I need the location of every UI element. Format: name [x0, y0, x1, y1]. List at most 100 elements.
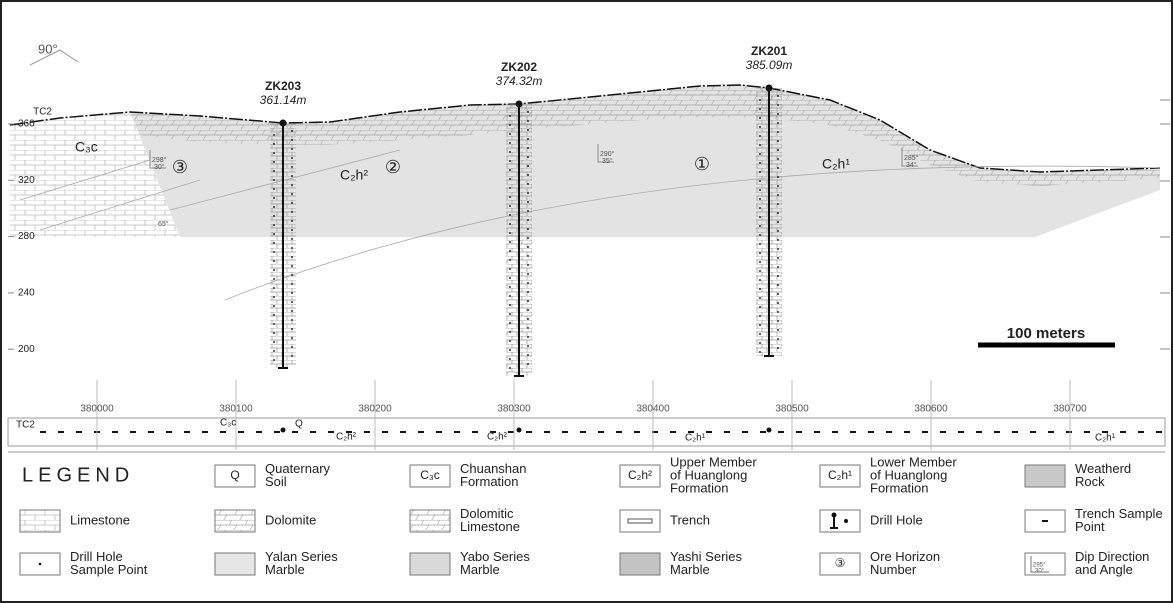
legend-title: LEGEND [22, 464, 134, 486]
sample-point [527, 192, 529, 194]
sample-point [777, 239, 779, 241]
sample-point [759, 117, 761, 119]
sample-point [777, 293, 779, 295]
sample-point [777, 167, 779, 169]
sample-point [291, 157, 293, 159]
plan-drill-hole [281, 428, 286, 433]
legend-label: Sample Point [70, 562, 148, 577]
sample-point [291, 274, 293, 276]
sample-point [759, 261, 761, 263]
sample-point [291, 229, 293, 231]
dip-angle: 30° [154, 163, 165, 171]
sample-point [509, 241, 511, 243]
sample-point [509, 124, 511, 126]
legend-symbol: ③ [835, 556, 846, 570]
sample-point [527, 210, 529, 212]
legend-label: Drill Hole [870, 512, 923, 527]
sample-point [759, 243, 761, 245]
sample-point [759, 171, 761, 173]
sample-point [509, 151, 511, 153]
sample-point [291, 247, 293, 249]
sample-point [527, 291, 529, 293]
sample-point [759, 207, 761, 209]
plan-label: C₂h² [336, 432, 357, 443]
sample-point [527, 147, 529, 149]
sample-point [509, 304, 511, 306]
legend-symbol: C₃c [420, 468, 440, 482]
formation-label: C₃c [75, 139, 98, 155]
sample-point [759, 306, 761, 308]
ore-horizon: ③ [172, 157, 188, 177]
sample-point [509, 169, 511, 171]
legend-swatch [1025, 465, 1065, 487]
sample-point [527, 237, 529, 239]
sample-point [291, 265, 293, 267]
sample-point [759, 270, 761, 272]
sample-point [509, 178, 511, 180]
sample-point [273, 152, 275, 154]
legend-swatch [215, 553, 255, 575]
sample-point [273, 170, 275, 172]
sample-point [759, 99, 761, 101]
easting-label: 380700 [1053, 404, 1087, 415]
sample-point [759, 342, 761, 344]
sample-point [509, 196, 511, 198]
sample-point [527, 201, 529, 203]
sample-point [291, 193, 293, 195]
sample-point [777, 113, 779, 115]
sample-point [759, 162, 761, 164]
cross-section: 36032028024020090°TC2ZK203361.14mZK20237… [0, 0, 1173, 603]
dip-direction: 298° [152, 156, 167, 164]
legend-label: Formation [670, 480, 729, 495]
sample-point [759, 144, 761, 146]
plan-drill-hole [767, 428, 772, 433]
sample-point [777, 149, 779, 151]
legend-symbol: Q [230, 468, 239, 482]
easting-label: 380500 [775, 404, 809, 415]
sample-point [527, 336, 529, 338]
legend-swatch [410, 553, 450, 575]
sample-point [527, 138, 529, 140]
sample-point [759, 288, 761, 290]
drill-hole-id: ZK201 [751, 44, 787, 58]
drill-hole-elevation: 374.32m [496, 74, 543, 88]
sample-point [273, 143, 275, 145]
sample-point [527, 183, 529, 185]
collar [516, 101, 523, 108]
sample-point [777, 311, 779, 313]
sample-point [273, 188, 275, 190]
sample-point [509, 358, 511, 360]
sample-point [291, 256, 293, 258]
sample-point [291, 346, 293, 348]
sample-point [273, 215, 275, 217]
legend-swatch [410, 510, 450, 532]
legend-label: Soil [265, 474, 287, 489]
sample-point [509, 115, 511, 117]
sample-point [527, 174, 529, 176]
sample-point [777, 194, 779, 196]
sample-point [509, 223, 511, 225]
sample-point [291, 310, 293, 312]
sample-point [273, 341, 275, 343]
sample-point [273, 134, 275, 136]
drill-hole-elevation: 361.14m [260, 93, 307, 107]
sample-point [527, 354, 529, 356]
sample-point [291, 337, 293, 339]
sample-point [759, 234, 761, 236]
sample-point [527, 129, 529, 131]
sample-point [777, 329, 779, 331]
sample-point [273, 350, 275, 352]
dip-direction: 290° [600, 150, 615, 158]
sample-point [527, 165, 529, 167]
sample-point [509, 367, 511, 369]
sample-point [273, 332, 275, 334]
ore-horizon: ① [694, 154, 710, 174]
legend-dip-angle: 30° [1035, 569, 1045, 575]
sample-point [509, 133, 511, 135]
sample-point [527, 309, 529, 311]
drill-hole-id: ZK202 [501, 60, 537, 74]
sample-point [273, 359, 275, 361]
easting-label: 380400 [636, 404, 670, 415]
drill-hole-id: ZK203 [265, 79, 301, 93]
sample-point [509, 142, 511, 144]
